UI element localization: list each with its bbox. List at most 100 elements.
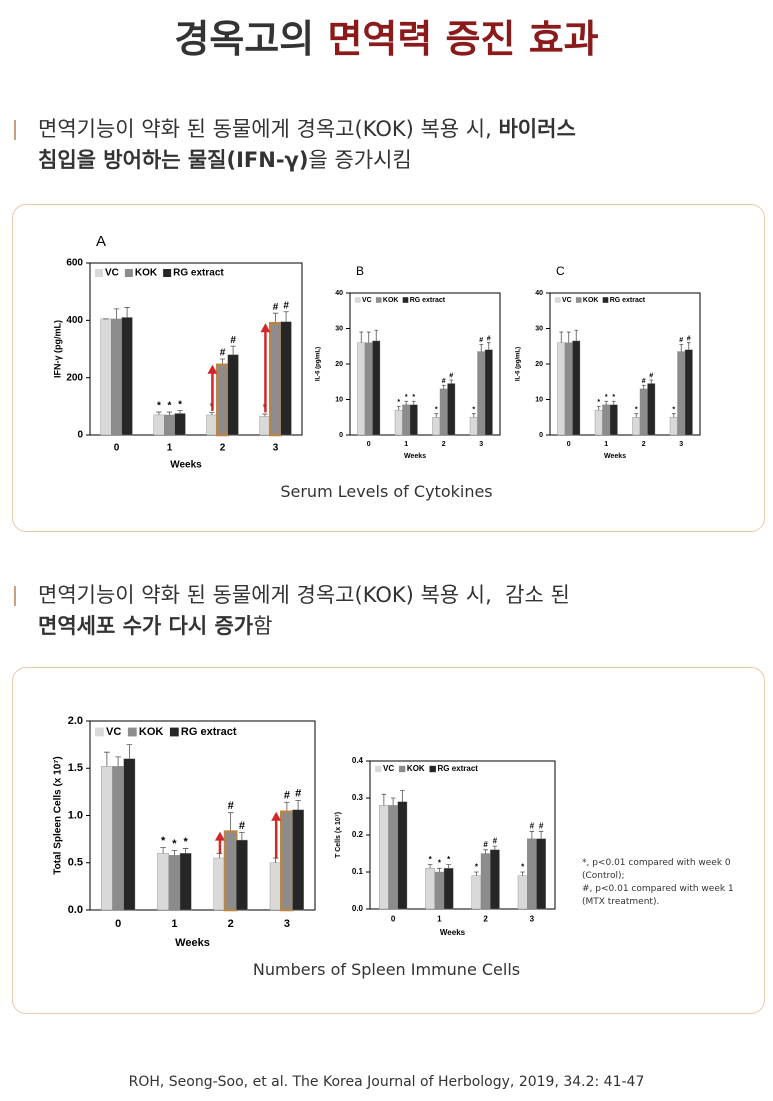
error-bar (574, 329, 579, 341)
y-tick-label: 0 (539, 432, 543, 439)
bold-text: 침입을 방어하는 물질(IFN-γ) (38, 148, 309, 172)
legend-label: RG extract (181, 726, 237, 738)
y-tick-label: 0.1 (352, 867, 364, 876)
legend-label: RG extract (438, 764, 479, 773)
y-tick-label: 10 (535, 396, 543, 403)
bar (121, 317, 133, 436)
significance-mark: # (295, 788, 301, 800)
panel-label: A (96, 233, 106, 250)
bar (179, 853, 192, 911)
x-tick-label: 0 (114, 443, 120, 454)
error-bar (284, 801, 290, 812)
error-bar (634, 413, 639, 418)
y-tick-label: 0.0 (68, 904, 83, 916)
error-bar (374, 329, 379, 341)
error-bar (381, 793, 387, 806)
bar (206, 414, 218, 436)
section-text: 면역기능이 약화 된 동물에게 경옥고(KOK) 복용 시, 바이러스 침입을 방… (14, 114, 576, 176)
significance-mark: # (230, 335, 236, 346)
significance-mark: * (438, 859, 442, 868)
x-axis-label: Weeks (170, 460, 202, 471)
text-line: 면역기능이 약화 된 동물에게 경옥고(KOK) 복용 시, 바이러스 (14, 114, 576, 145)
legend-swatch (124, 269, 133, 277)
y-tick-label: 0.3 (352, 793, 364, 802)
y-tick-label: 1.0 (68, 809, 83, 821)
footnote-line: #, p<0.01 compared with week 1 (MTX trea… (582, 884, 734, 907)
significance-mark: * (157, 401, 161, 412)
accent-bar (14, 120, 16, 140)
legend-swatch (375, 765, 382, 773)
error-bar (479, 344, 484, 352)
significance-mark: * (178, 399, 182, 410)
y-tick-label: 20 (335, 361, 343, 368)
x-tick-label: 2 (228, 918, 234, 930)
legend-label: VC (562, 297, 572, 304)
legend-label: VC (362, 297, 372, 304)
significance-mark: * (397, 399, 400, 406)
y-tick-label: 0 (339, 432, 343, 439)
text-line: 면역기능이 약화 된 동물에게 경옥고(KOK) 복용 시, 감소 된 (14, 580, 570, 611)
bar (259, 416, 271, 436)
legend-label: KOK (383, 297, 399, 304)
error-bar (390, 797, 396, 806)
error-bar (679, 344, 684, 352)
legend-label: KOK (583, 297, 599, 304)
bar (281, 811, 293, 911)
bar (443, 868, 454, 910)
significance-mark: # (539, 822, 544, 831)
y-tick-label: 200 (66, 372, 83, 383)
bar (469, 417, 478, 436)
significance-mark: # (679, 337, 683, 344)
bar (447, 383, 456, 436)
bar (101, 766, 113, 911)
significance-mark: * (605, 394, 608, 401)
error-bar (126, 744, 133, 759)
significance-mark: # (228, 800, 234, 812)
bar (357, 342, 366, 436)
error-bar (115, 756, 121, 767)
x-tick-label: 3 (273, 443, 279, 454)
y-axis-label: IFN-γ (pg/mL) (52, 320, 62, 378)
bar (677, 351, 686, 436)
x-tick-label: 2 (442, 441, 446, 448)
x-tick-label: 3 (530, 915, 535, 924)
bar (236, 839, 248, 911)
bar (602, 404, 611, 436)
error-bar (262, 413, 268, 417)
caption: Serum Levels of Cytokines (280, 482, 493, 501)
legend-swatch (402, 297, 409, 303)
error-bar (124, 307, 130, 318)
panel-label: B (356, 264, 364, 278)
y-tick-label: 0.2 (352, 830, 364, 839)
page-title: 경옥고의 면역력 증진 효과 (0, 8, 773, 63)
text: 면역기능이 약화 된 동물에게 경옥고(KOK) 복용 시, (38, 117, 499, 141)
error-bar (404, 400, 409, 405)
y-tick-label: 2.0 (68, 715, 83, 727)
error-bar (649, 379, 654, 384)
error-bar (604, 400, 609, 405)
bar (480, 853, 491, 910)
bar (123, 758, 136, 911)
error-bar (559, 331, 564, 343)
x-tick-label: 0 (567, 441, 571, 448)
legend-swatch (355, 297, 361, 303)
significance-mark: # (449, 373, 453, 380)
text-line: 침입을 방어하는 물질(IFN-γ)을 증가시킴 (14, 145, 576, 176)
significance-mark: * (435, 406, 438, 413)
significance-mark: * (412, 394, 415, 401)
y-tick-label: 20 (535, 361, 543, 368)
significance-mark: * (429, 855, 433, 864)
x-tick-label: 3 (679, 441, 683, 448)
legend-label: VC (105, 268, 119, 279)
bar (163, 414, 175, 436)
error-bar (471, 413, 476, 418)
bold-text: 면역세포 수가 다시 증가 (38, 614, 254, 638)
error-bar (492, 845, 498, 850)
bar (292, 809, 304, 911)
error-bar (427, 864, 433, 869)
legend-label: VC (383, 764, 394, 773)
error-bar (529, 830, 535, 839)
x-axis-label: Weeks (604, 453, 626, 460)
x-tick-label: 1 (604, 441, 608, 448)
